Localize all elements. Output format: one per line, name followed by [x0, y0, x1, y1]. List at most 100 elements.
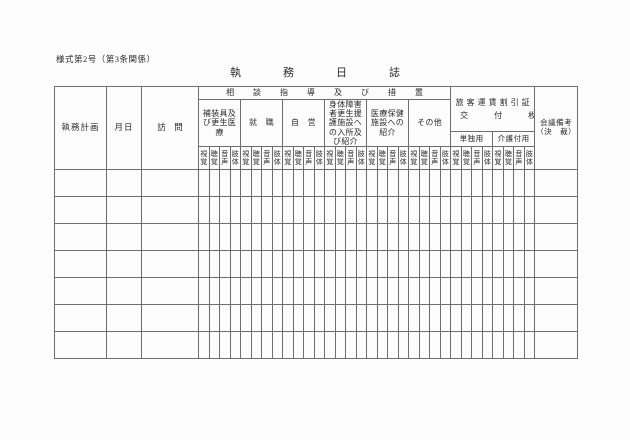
entry-cell: [282, 304, 294, 332]
entry-cell: [376, 331, 388, 359]
subcol-label-limbs: 肢体: [439, 146, 452, 170]
entry-row: [54, 169, 579, 197]
entry-cell: [513, 277, 525, 305]
entry-cell: [261, 277, 273, 305]
entry-cell: [450, 223, 462, 251]
subcol-label-visual: 視覚: [366, 146, 378, 170]
entry-cell: [313, 331, 325, 359]
header-row-groups: 補装具及び更生医療 就 職 自 営 身体障害者更生援護施設への入所及び紹介 医療…: [55, 99, 578, 147]
header-row-disability-types: 視覚 聴覚 音声 肢体 視覚 聴覚 音声 肢体 視覚 聴覚 音声 肢体 視覚 聴覚 音声 肢体 視覚 聴覚 音声 肢体…: [55, 146, 578, 170]
entry-cell: [324, 304, 336, 332]
subcol-label-limbs: 肢体: [397, 146, 409, 170]
entry-cell: [408, 331, 420, 359]
entry-cell: [355, 277, 367, 305]
entry-cell: [376, 169, 388, 197]
entry-cell: [345, 304, 357, 332]
entry-cell: [513, 223, 525, 251]
entry-cell: [106, 250, 142, 278]
subcol-label-voice: 音声: [261, 146, 273, 170]
entry-cell: [429, 250, 441, 278]
entry-cell: [313, 304, 325, 332]
entry-row: [54, 331, 579, 359]
subcol-label-voice: 音声: [219, 146, 231, 170]
entry-cell: [303, 250, 315, 278]
entry-cell: [460, 223, 473, 251]
entry-cell: [460, 250, 473, 278]
entry-cell: [376, 250, 388, 278]
entry-cell: [376, 304, 388, 332]
entry-cell: [471, 277, 483, 305]
entry-cell: [324, 196, 336, 224]
remarks-column-header: 会議備考 （決 裁）: [534, 86, 579, 170]
entry-cell: [502, 250, 515, 278]
entry-cell: [208, 277, 220, 305]
entry-cell: [408, 304, 420, 332]
entry-cell: [240, 304, 252, 332]
entry-cell: [282, 250, 294, 278]
entry-cell: [439, 169, 452, 197]
subcol-label-limbs: 肢体: [271, 146, 283, 170]
entry-cell: [208, 196, 220, 224]
entry-cell: [240, 196, 252, 224]
entry-cell: [250, 331, 262, 359]
entry-cell: [366, 331, 378, 359]
subcol-label-visual: 視覚: [324, 146, 336, 170]
fare-certificate-line2: 交 付 枚: [460, 111, 534, 120]
entry-cell: [513, 196, 525, 224]
entry-cell: [282, 331, 294, 359]
entry-cell: [387, 223, 399, 251]
entry-cell: [481, 196, 494, 224]
entry-cell: [439, 223, 452, 251]
duty-log-table: 執務計画 月日 訪 問 相談指導及び措置 旅客運賃割引証 交 付 枚 会議備考 …: [54, 86, 579, 359]
subcol-label-limbs: 肢体: [355, 146, 367, 170]
entry-cell: [261, 304, 273, 332]
entry-cell: [324, 169, 336, 197]
entry-cell: [106, 169, 142, 197]
subcol-label-hearing: 聴覚: [208, 146, 220, 170]
entry-cell: [439, 277, 452, 305]
subcol-label-hearing: 聴覚: [292, 146, 304, 170]
entry-cell: [198, 223, 210, 251]
entry-cell: [250, 250, 262, 278]
entry-cell: [219, 169, 231, 197]
entry-cell: [408, 250, 420, 278]
entry-cell: [513, 169, 525, 197]
entry-cell: [334, 304, 346, 332]
entry-cell: [54, 304, 107, 332]
subcol-label-limbs: 肢体: [523, 146, 536, 170]
entry-cell: [250, 277, 262, 305]
entry-cell: [345, 331, 357, 359]
entry-cell: [492, 169, 504, 197]
entry-cell: [481, 331, 494, 359]
entry-cell: [397, 331, 409, 359]
entry-cell: [397, 196, 409, 224]
entry-cell: [229, 196, 241, 224]
entry-cell: [408, 277, 420, 305]
entry-cell: [345, 250, 357, 278]
subcol-label-voice: 音声: [429, 146, 441, 170]
subcol-label-limbs: 肢体: [481, 146, 494, 170]
entry-cell: [208, 304, 220, 332]
entry-cell: [240, 169, 252, 197]
remarks-line2: （決 裁）: [536, 127, 577, 136]
entry-cell: [450, 304, 462, 332]
entry-row: [54, 250, 579, 278]
entry-cell: [334, 169, 346, 197]
entry-cell: [502, 304, 515, 332]
entry-cell: [366, 250, 378, 278]
entry-cell: [141, 223, 199, 251]
entry-cell: [271, 277, 283, 305]
fare-discount-certificate-header: 旅客運賃割引証 交 付 枚: [450, 86, 536, 132]
entry-cell: [240, 223, 252, 251]
subcol-label-hearing: 聴覚: [460, 146, 473, 170]
entry-cell: [471, 304, 483, 332]
entry-cell: [460, 331, 473, 359]
entry-cell: [387, 331, 399, 359]
entry-cell: [271, 223, 283, 251]
entry-cell: [324, 331, 336, 359]
entry-cell: [492, 304, 504, 332]
group-header-medical-facility-referral: 医療保健施設への紹介: [366, 99, 409, 147]
entry-cell: [418, 196, 430, 224]
entry-cell: [502, 169, 515, 197]
entry-cell: [439, 250, 452, 278]
